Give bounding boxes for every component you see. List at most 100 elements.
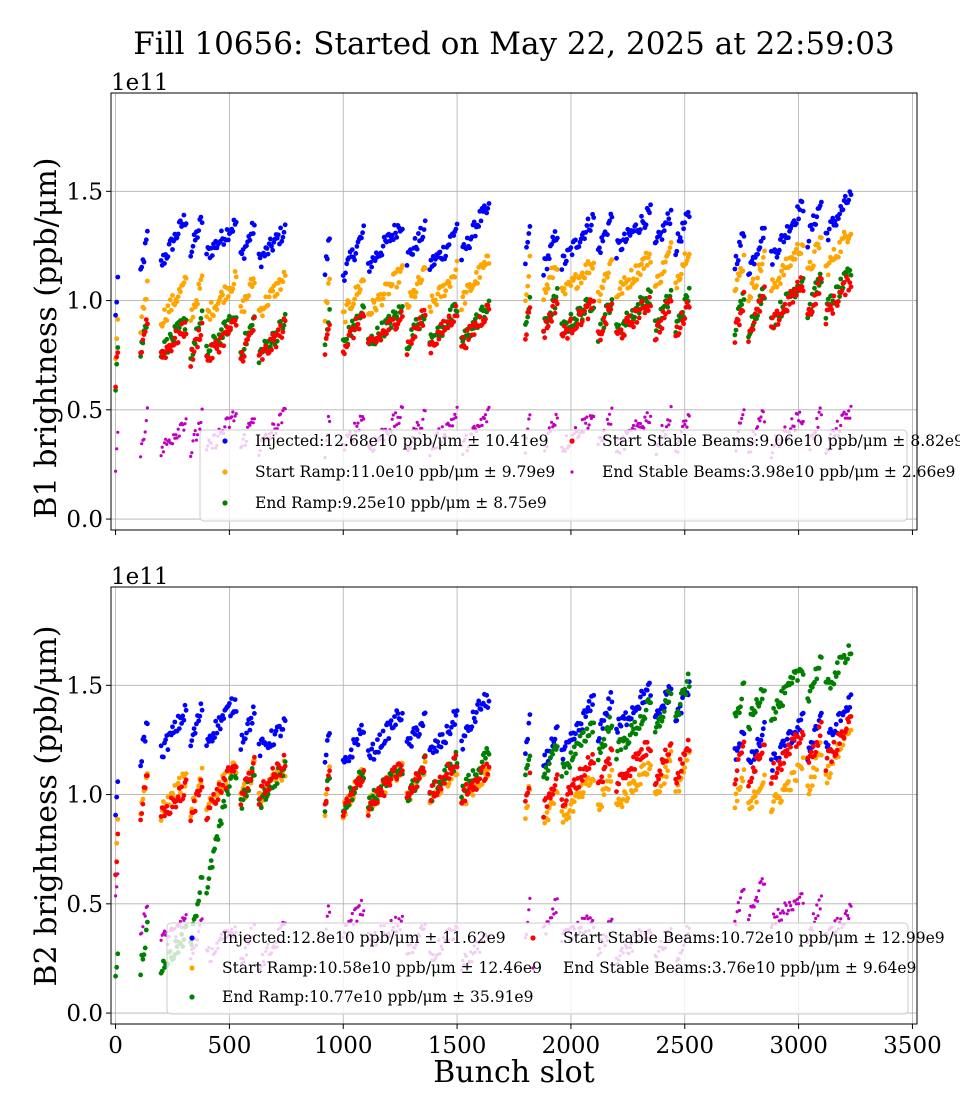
b2-data-point: [641, 691, 647, 697]
b1-data-point: [175, 294, 181, 300]
b1-data-point: [398, 415, 402, 420]
b2-data-point: [446, 776, 452, 781]
b2-data-point: [770, 807, 775, 813]
b2-data-point: [835, 916, 839, 920]
b2-data-point: [783, 901, 787, 905]
b1-data-point: [145, 321, 150, 327]
b1-data-point: [446, 280, 452, 285]
b1-data-point: [431, 262, 437, 267]
b2-data-point: [172, 719, 178, 725]
b1-data-point: [665, 304, 671, 310]
b2-data-point: [194, 913, 199, 919]
b1-data-point: [809, 227, 815, 232]
b2-data-point: [462, 798, 468, 804]
b1-data-point: [453, 412, 457, 416]
b1-data-point: [359, 235, 364, 241]
b2-data-point: [760, 780, 766, 785]
b2-data-point: [608, 690, 614, 695]
b2-data-point: [213, 801, 219, 806]
b1-data-point: [666, 216, 672, 222]
b1-data-point: [446, 242, 452, 248]
b1-data-point: [561, 286, 567, 291]
b2-data-point: [676, 712, 682, 718]
b2-data-point: [486, 764, 492, 770]
b2-data-point: [740, 778, 746, 784]
b1-data-point: [396, 280, 402, 285]
b2-data-point: [578, 743, 584, 748]
b1-data-point: [264, 246, 270, 251]
b1-data-point: [669, 405, 673, 409]
b2-data-point: [324, 786, 330, 792]
b1-data-point: [360, 230, 365, 236]
b2-data-point: [381, 793, 387, 799]
b1-data-point: [524, 332, 529, 338]
b2-data-point: [550, 751, 556, 757]
b1-data-point: [190, 314, 196, 320]
b2-data-point: [256, 741, 262, 747]
b2-data-point: [394, 915, 398, 919]
b2-data-point: [387, 782, 393, 788]
b1-data-point: [219, 228, 224, 234]
b1-data-point: [274, 291, 280, 297]
b1-data-point: [282, 318, 288, 324]
b1-data-point: [389, 282, 395, 287]
b1-data-point: [823, 321, 829, 327]
b2-data-point: [812, 679, 817, 685]
b2-data-point: [799, 766, 805, 772]
b1-data-point: [472, 320, 478, 326]
b1-data-point: [783, 425, 787, 429]
b2-data-point: [829, 759, 834, 765]
b1-data-point: [445, 325, 451, 331]
b2-data-point: [598, 750, 603, 756]
b1-data-point: [638, 227, 643, 233]
b1-y-axis-label: B1 brightness (ppb/μm): [29, 158, 64, 519]
b2-data-point: [219, 790, 224, 795]
b1-data-point: [342, 351, 347, 357]
b1-data-point: [452, 274, 458, 280]
b1-data-point: [486, 306, 492, 312]
b2-data-point: [443, 740, 449, 746]
b2-data-point: [167, 810, 173, 816]
b2-data-point: [809, 783, 815, 788]
b2-data-point: [323, 752, 329, 758]
b1-data-point: [413, 290, 419, 295]
b1-data-point: [485, 302, 491, 308]
b1-data-point: [164, 336, 170, 342]
b1-data-point: [165, 303, 171, 309]
b1-data-point: [421, 307, 427, 313]
b1-data-point: [174, 299, 180, 305]
b1-series-start-stable-beams: [113, 274, 854, 390]
b2-data-point: [139, 811, 145, 816]
b2-data-point: [682, 686, 688, 692]
b1-data-point: [664, 425, 669, 429]
b2-data-point: [627, 780, 633, 786]
b1-data-point: [771, 325, 776, 330]
b1-data-point: [357, 287, 363, 292]
b2-data-point: [466, 772, 471, 778]
b1-data-point: [813, 222, 819, 228]
b2-data-point: [597, 736, 602, 741]
b1-data-point: [322, 352, 328, 357]
b1-data-point: [839, 423, 843, 428]
b2-data-point: [356, 775, 362, 781]
b1-data-point: [630, 320, 635, 326]
b1-data-point: [582, 275, 587, 281]
b1-data-point: [686, 251, 692, 257]
b1-data-point: [775, 322, 781, 327]
b2-data-point: [819, 719, 824, 725]
b2-data-point: [826, 775, 832, 780]
b2-data-point: [352, 786, 357, 792]
b2-data-point: [399, 919, 403, 923]
b1-data-point: [564, 258, 569, 264]
b1-data-point: [776, 317, 782, 323]
b1-data-point: [600, 328, 606, 334]
b1-data-point: [844, 412, 849, 416]
b1-data-point: [647, 251, 652, 257]
b1-data-point: [642, 426, 646, 430]
b1-data-point: [232, 269, 238, 274]
b1-data-point: [591, 260, 597, 266]
b1-legend-marker-end-ramp: [222, 500, 228, 506]
b1-legend-box: [199, 429, 908, 522]
b2-legend-marker-injected: [189, 935, 195, 941]
